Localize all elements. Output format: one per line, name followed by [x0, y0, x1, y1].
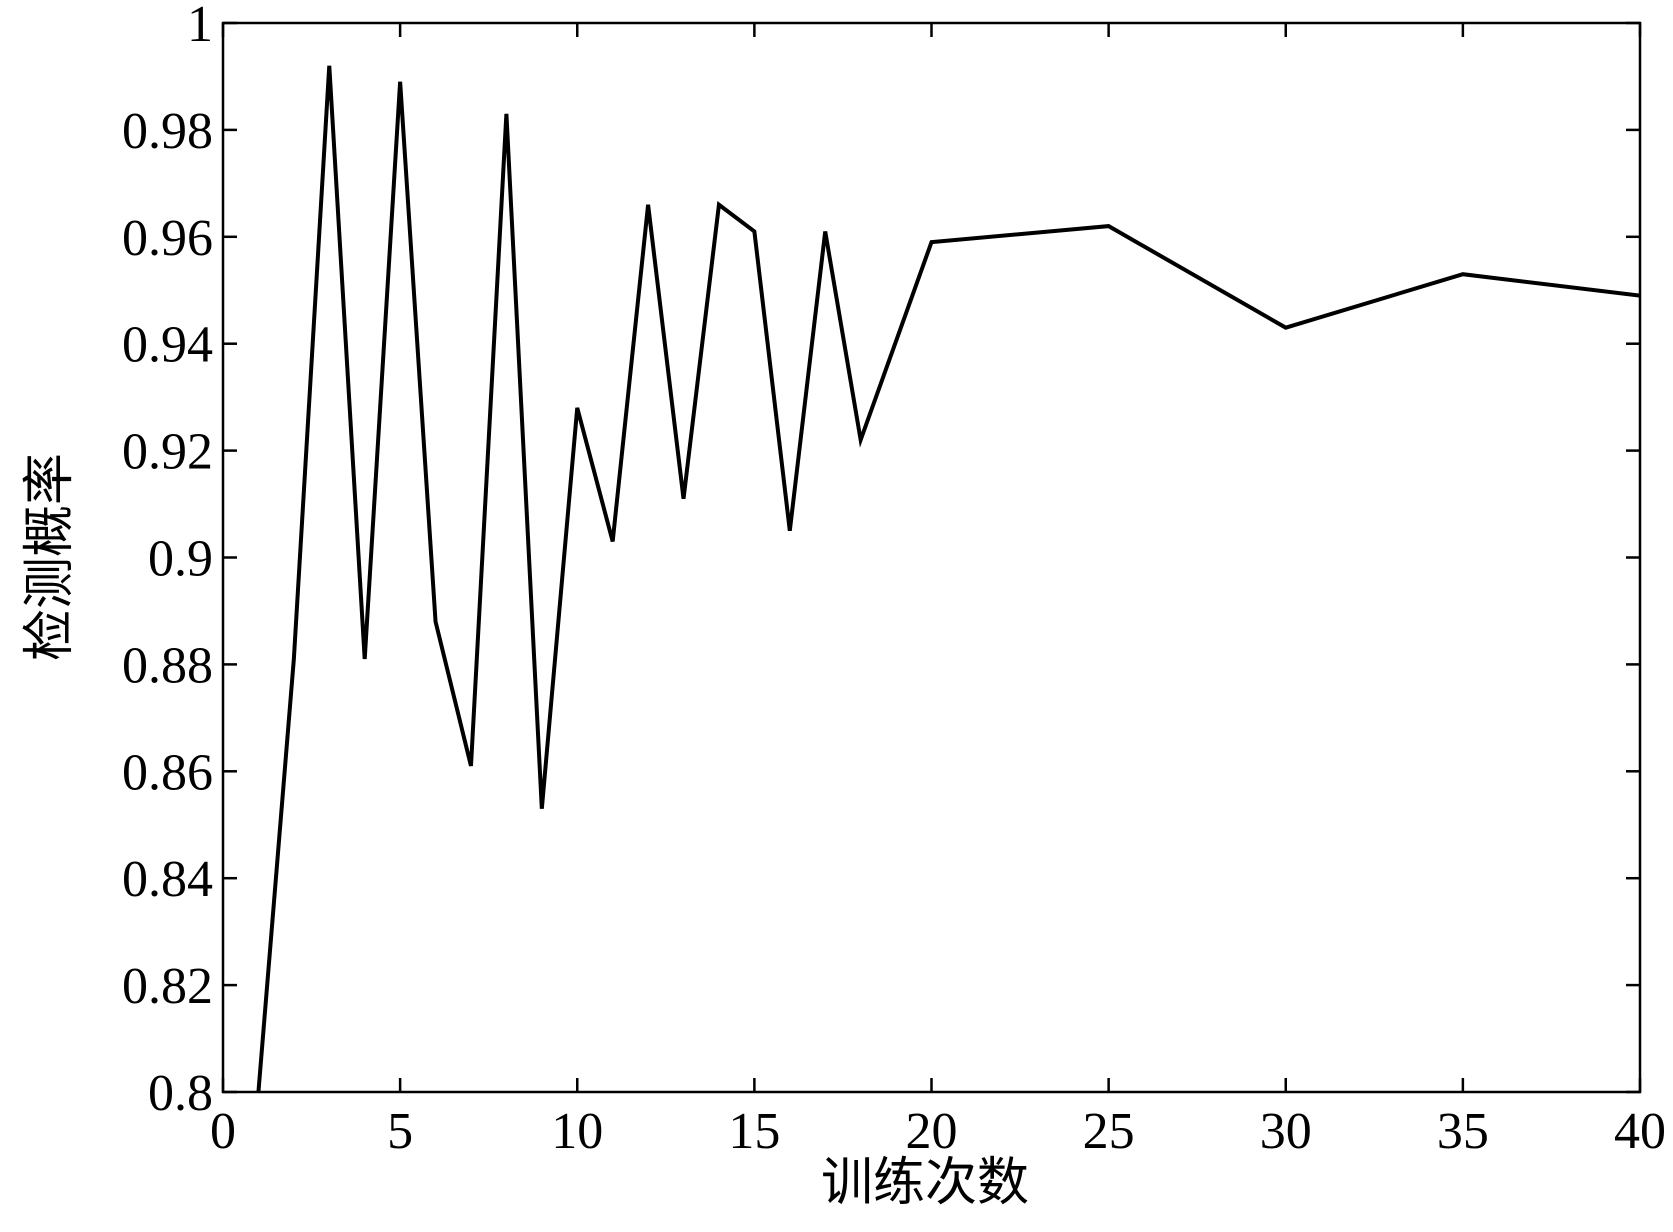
y-tick-label: 0.92 [122, 424, 213, 481]
y-tick-label: 0.88 [122, 637, 213, 694]
y-tick-label: 0.96 [122, 210, 213, 267]
x-tick-label: 40 [1614, 1103, 1666, 1160]
y-tick-label: 0.86 [122, 744, 213, 801]
x-tick-label: 20 [906, 1103, 958, 1160]
x-tick-label: 25 [1083, 1103, 1135, 1160]
x-tick-label: 5 [387, 1103, 413, 1160]
data-line [256, 65, 1640, 1092]
x-tick-label: 35 [1437, 1103, 1489, 1160]
y-tick-label: 1 [187, 0, 213, 53]
y-tick-label: 0.8 [148, 1065, 213, 1122]
y-tick-label: 0.98 [122, 103, 213, 160]
y-axis-label: 检测概率 [22, 453, 79, 661]
plot-frame [221, 21, 1642, 1094]
x-tick-label: 30 [1260, 1103, 1312, 1160]
x-tick-label: 15 [728, 1103, 780, 1160]
x-tick-label: 0 [210, 1103, 236, 1160]
x-axis-label: 训练次数 [821, 1155, 1029, 1212]
y-tick-label: 0.9 [148, 531, 213, 588]
y-tick-label: 0.82 [122, 958, 213, 1015]
y-tick-label: 0.84 [122, 851, 213, 908]
x-tick-label: 10 [551, 1103, 603, 1160]
y-tick-label: 0.94 [122, 317, 213, 374]
